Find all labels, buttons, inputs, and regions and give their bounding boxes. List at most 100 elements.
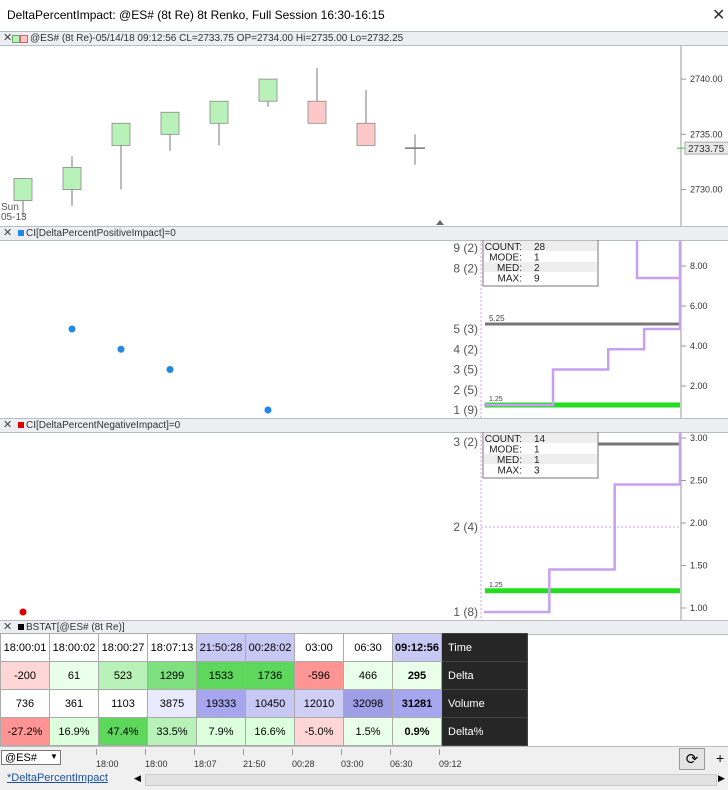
stats-key: COUNT: (485, 434, 522, 445)
scroll-right-icon[interactable]: ▶ (718, 773, 725, 783)
table-cell: 09:12:56 (392, 633, 442, 662)
frequency-label: 9 (2) (453, 241, 478, 255)
candle-body (111, 122, 131, 146)
axis-tick-label: 8.00 (690, 261, 708, 271)
table-row: -200 61 523 1299 1533 1736 -596 466 295 Delta (0, 661, 528, 690)
table-cell: 1736 (245, 661, 295, 690)
table-cell: 466 (343, 661, 393, 690)
table-cell: -596 (294, 661, 344, 690)
time-tick (390, 749, 391, 755)
table-cell: Volume (441, 689, 528, 718)
table-cell: 1299 (147, 661, 197, 690)
table-cell: 736 (0, 689, 50, 718)
close-panel-icon[interactable]: ✕ (3, 32, 13, 44)
table-cell: 7.9% (196, 717, 246, 746)
symbol-select[interactable]: @ES# (1, 750, 61, 765)
stats-value: 1 (534, 455, 540, 466)
table-cell: 33.5% (147, 717, 197, 746)
window-title: DeltaPercentImpact: @ES# (8t Re) 8t Renk… (7, 8, 385, 22)
data-point (264, 406, 272, 414)
frequency-label: 2 (4) (453, 520, 478, 534)
data-point (68, 325, 76, 333)
positive-panel-header: ✕ CI[DeltaPercentPositiveImpact]=0 (0, 226, 728, 241)
positive-panel-label: CI[DeltaPercentPositiveImpact]=0 (26, 228, 176, 239)
axis-tick-label: 6.00 (690, 301, 708, 311)
table-cell: 523 (98, 661, 148, 690)
low-label: 1.25 (489, 396, 503, 403)
tab-deltapercentimpact[interactable]: *DeltaPercentImpact (7, 772, 108, 784)
stats-value: 1 (534, 253, 540, 264)
stats-key: COUNT: (485, 242, 522, 253)
cdf-line (484, 432, 682, 614)
refresh-button[interactable]: ⟳ (679, 748, 705, 770)
axis-tick-label: 1.00 (690, 603, 708, 613)
time-label: 18:00 (145, 759, 168, 769)
table-cell: 31281 (392, 689, 442, 718)
series-color-icon (18, 230, 24, 236)
positive-impact-chart[interactable]: 9 (2) 8 (2) 5 (3) 4 (2) 3 (5) 2 (5) 1 (9) 8.00 6… (0, 240, 728, 418)
negative-panel-header: ✕ CI[DeltaPercentNegativeImpact]=0 (0, 418, 728, 433)
stats-row-bg (484, 454, 597, 464)
stats-value: 3 (534, 466, 540, 477)
down-color-icon (20, 35, 28, 43)
candle-body (307, 100, 327, 124)
negative-impact-chart[interactable]: 3 (2) 2 (4) 1 (8) 3.00 2.50 2.00 1.50 1.00 1.25 C… (0, 432, 728, 620)
candle (62, 156, 82, 207)
frequency-label: 4 (2) (453, 342, 478, 356)
up-color-icon (12, 35, 20, 43)
frequency-label: 1 (9) (453, 403, 478, 417)
candle (13, 178, 33, 218)
stats-value: 2 (534, 263, 540, 274)
frequency-label: 3 (2) (453, 435, 478, 449)
close-panel-icon[interactable]: ✕ (3, 419, 13, 431)
chevron-down-icon[interactable]: ▼ (50, 752, 58, 761)
table-cell: -27.2% (0, 717, 50, 746)
table-cell: 1.5% (343, 717, 393, 746)
close-icon[interactable]: ✕ (712, 7, 726, 24)
data-point (117, 345, 125, 353)
frequency-label: 2 (5) (453, 383, 478, 397)
table-row: 736 361 1103 3875 19333 10450 12010 32098 31281 V… (0, 689, 528, 718)
table-cell: 32098 (343, 689, 393, 718)
table-cell: Time (441, 633, 528, 662)
time-tick (96, 749, 97, 755)
stats-value: 28 (534, 242, 546, 253)
stats-row-bg (484, 241, 597, 251)
candle-body (62, 167, 82, 190)
table-cell: 1533 (196, 661, 246, 690)
candle-body (13, 178, 33, 202)
close-panel-icon[interactable]: ✕ (3, 621, 13, 633)
table-cell: 0.9% (392, 717, 442, 746)
table-cell: 18:00:02 (49, 633, 99, 662)
candle (111, 122, 131, 190)
mean-label: 5.25 (489, 314, 505, 323)
price-panel-header: ✕ @ES# (8t Re)-05/14/18 09:12:56 CL=2733… (0, 31, 728, 46)
frequency-label: 3 (5) (453, 363, 478, 377)
price-chart[interactable]: 2740.00 2735.00 2730.00 2733.75 (0, 46, 728, 226)
price-panel-label: @ES# (8t Re)-05/14/18 09:12:56 CL=2733.7… (30, 33, 404, 44)
table-row: 18:00:01 18:00:02 18:00:27 18:07:13 21:50:28… (0, 633, 528, 662)
data-point (166, 366, 174, 373)
table-cell: 03:00 (294, 633, 344, 662)
candle (307, 68, 327, 124)
stats-value: 1 (534, 445, 540, 456)
table-cell: 21:50:28 (196, 633, 246, 662)
candle-body (160, 111, 180, 135)
stats-row-bg (484, 433, 597, 443)
scroll-marker-icon (436, 220, 444, 225)
candle-body (356, 122, 376, 146)
add-tab-button[interactable]: + (716, 750, 725, 766)
horizontal-scrollbar[interactable] (145, 774, 717, 786)
table-cell: 06:30 (343, 633, 393, 662)
negative-panel-label: CI[DeltaPercentNegativeImpact]=0 (26, 420, 181, 431)
table-cell: 47.4% (98, 717, 148, 746)
close-panel-icon[interactable]: ✕ (3, 227, 13, 239)
table-cell: 10450 (245, 689, 295, 718)
axis-tick-label: 3.00 (690, 433, 708, 443)
time-tick (243, 749, 244, 755)
scroll-left-icon[interactable]: ◀ (134, 773, 141, 783)
table-cell: 18:00:01 (0, 633, 50, 662)
table-cell: 16.9% (49, 717, 99, 746)
table-cell: -5.0% (294, 717, 344, 746)
stats-box: COUNT: 28 MODE: 1 MED: 2 MAX: 9 (482, 240, 599, 287)
